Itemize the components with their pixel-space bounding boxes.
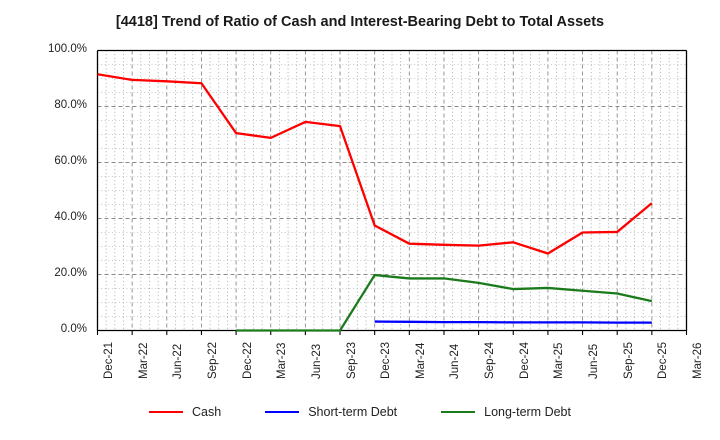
x-tick-label: Sep-25: [622, 341, 635, 379]
x-tick-label: Mar-22: [137, 342, 150, 379]
x-tick-label: Sep-22: [206, 341, 219, 379]
x-tick-label: Sep-24: [484, 341, 497, 379]
grid-minor-horizontal: [97, 64, 687, 317]
x-tick-label: Dec-23: [380, 341, 393, 379]
series-line-long-term-debt: [236, 273, 653, 332]
legend-color-swatch: [441, 411, 476, 413]
x-tick-label: Jun-22: [172, 343, 185, 379]
series-line-cash: [97, 73, 653, 255]
legend-item[interactable]: Short-term Debt: [265, 405, 397, 419]
x-axis-ticks: [96, 330, 688, 335]
y-tick-label: 100.0%: [47, 43, 87, 55]
x-tick-label: Jun-25: [588, 343, 601, 379]
x-tick-label: Dec-24: [518, 341, 531, 379]
legend-item[interactable]: Long-term Debt: [441, 405, 571, 419]
x-tick-label: Sep-23: [345, 341, 358, 379]
y-tick-label: 60.0%: [54, 155, 87, 167]
x-tick-label: Mar-25: [553, 342, 566, 379]
x-tick-label: Jun-24: [449, 343, 462, 379]
y-tick-label: 0.0%: [60, 323, 87, 335]
legend-label: Short-term Debt: [308, 405, 398, 419]
x-tick-label: Jun-23: [310, 343, 323, 379]
legend-color-swatch: [149, 411, 184, 413]
x-tick-label: Dec-25: [657, 341, 670, 379]
x-tick-label: Dec-21: [103, 341, 115, 379]
x-tick-label: Mar-23: [276, 342, 289, 379]
x-tick-label: Mar-26: [692, 342, 704, 379]
series-line-short-term-debt: [374, 320, 652, 324]
legend-label: Long-term Debt: [484, 405, 571, 419]
x-tick-label: Dec-22: [241, 341, 254, 379]
data-series-group: [97, 73, 653, 332]
x-tick-label: Mar-24: [414, 342, 427, 379]
legend-color-swatch: [265, 411, 300, 413]
chart-title: [4418] Trend of Ratio of Cash and Intere…: [115, 14, 605, 30]
chart-legend: Cash Short-term Debt Long-term Debt: [0, 405, 720, 419]
legend-label: Cash: [192, 405, 222, 419]
legend-item[interactable]: Cash: [149, 405, 221, 419]
y-tick-label: 40.0%: [54, 211, 87, 223]
y-tick-label: 20.0%: [54, 267, 87, 279]
y-tick-label: 80.0%: [54, 99, 87, 111]
